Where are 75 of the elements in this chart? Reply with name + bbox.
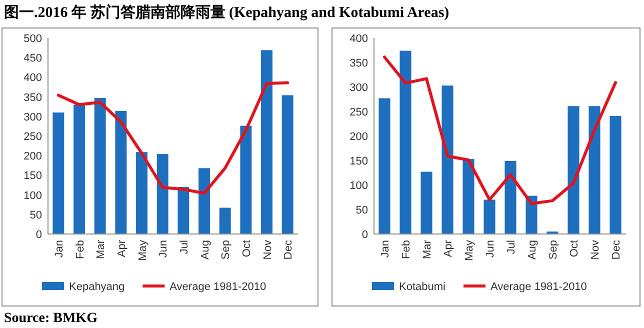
bar [568,106,580,234]
x-tick-label: Jan [380,240,392,258]
x-tick-label: Oct [240,240,253,258]
bar [240,126,252,234]
y-tick-label: 350 [24,92,42,104]
bar [400,50,412,234]
y-tick-label: 150 [350,156,368,168]
x-tick-label: Jul [178,240,190,254]
line-series [383,56,617,206]
bar [462,159,474,234]
legend-label: Average 1981-2010 [170,281,266,293]
y-tick-label: 100 [24,190,42,202]
y-tick-label: 0 [36,229,42,241]
x-tick-label: Oct [568,240,580,258]
x-tick-label: Apr [442,240,454,258]
x-tick-label: Mar [422,240,434,259]
bar [378,98,390,234]
y-tick-label: 400 [350,33,368,45]
x-tick-label: Apr [116,240,128,258]
y-tick-label: 300 [350,82,368,94]
legend-label: Average 1981-2010 [490,281,587,293]
y-tick-label: 250 [24,131,42,143]
y-tick-label: 350 [350,58,368,70]
bar [526,196,538,234]
bar [610,116,622,234]
line-series [56,81,290,195]
y-tick-label: 450 [24,52,42,65]
bar [484,200,496,234]
legend-label: Kepahyang [69,281,125,293]
x-tick-label: Jan [53,240,66,258]
x-tick-label: Nov [590,240,602,260]
bar [261,50,272,234]
x-tick-label: Aug [526,240,538,260]
y-tick-label: 200 [24,150,42,163]
bar [219,208,231,234]
y-tick-label: 250 [350,106,368,118]
y-tick-label: 100 [350,180,368,192]
y-tick-label: 0 [362,229,368,241]
x-tick-label: Jun [158,240,170,258]
bar [52,112,64,234]
bar [74,104,85,234]
bar [156,154,168,234]
x-tick-label: Aug [199,240,212,260]
x-tick-label: Feb [74,240,86,259]
x-tick-label: Feb [400,240,412,259]
x-tick-label: May [136,240,149,261]
bar [94,98,106,234]
x-tick-label: Sep [220,240,232,260]
x-tick-label: Sep [548,240,560,260]
bar [282,95,294,234]
y-tick-label: 200 [350,131,368,143]
bar [420,172,432,234]
x-tick-label: Jul [506,240,518,254]
bar [198,168,210,234]
legend-label: Kotabumi [399,281,446,293]
x-tick-label: Dec [610,240,622,260]
y-tick-label: 500 [24,33,42,45]
x-tick-label: Mar [95,240,108,259]
y-tick-label: 150 [24,170,42,182]
chart-title: 图一.2016 年 苏门答腊南部降雨量 (Kepahyang and Kotabumi Areas) [4,3,450,21]
source-note: Source: BMKG [4,311,98,326]
x-tick-label: Jun [484,240,496,258]
y-tick-label: 50 [30,209,42,222]
x-tick-label: Nov [262,240,274,260]
bar [442,86,454,234]
x-tick-label: May [464,240,476,261]
x-tick-label: Dec [282,240,295,260]
y-tick-label: 300 [24,111,42,124]
bar [178,186,190,234]
y-tick-label: 50 [356,204,368,216]
bar [115,110,127,234]
bar [588,106,600,234]
bar [504,160,516,234]
y-tick-label: 400 [24,72,42,84]
bar [136,152,148,234]
